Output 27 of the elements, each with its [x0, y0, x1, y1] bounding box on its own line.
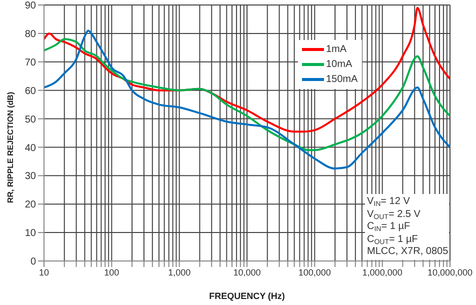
annotation: MLCC, X7R, 0805: [367, 246, 448, 258]
y-tick-label: 0: [30, 256, 36, 268]
annotation: V$_{IN}$= 12 V: [367, 196, 411, 208]
annotation: C$_{IN}$= 1 µF: [367, 221, 412, 234]
annotation: C$_{OUT}$= 1 µF: [367, 234, 419, 246]
y-tick-label: 60: [24, 86, 36, 97]
y-tick-label: 90: [24, 0, 36, 12]
y-axis-title: RR, RIPPLE REJECTION (dB): [6, 92, 15, 203]
legend-label: 1mA: [326, 43, 347, 57]
x-tick-label: 10,000: [233, 267, 261, 278]
x-tick-label: 100: [104, 267, 120, 278]
legend-label: 150mA: [326, 73, 358, 87]
x-tick-label: 1,000,000: [362, 267, 402, 278]
y-tick-label: 20: [24, 200, 36, 211]
legend-label: 10mA: [326, 58, 352, 72]
y-tick-label: 80: [24, 28, 36, 40]
x-tick-label: 100,000: [298, 267, 331, 278]
x-axis-title: FREQUENCY (Hz): [209, 291, 285, 301]
x-tick-label: 1,000: [168, 267, 191, 278]
y-tick-label: 50: [24, 114, 36, 126]
y-tick-label: 70: [24, 57, 36, 68]
x-tick-label: 10: [38, 267, 50, 278]
y-tick-label: 10: [24, 228, 36, 240]
x-tick-label: 10,000,000: [427, 267, 473, 278]
y-tick-label: 30: [24, 171, 36, 182]
y-tick-label: 40: [24, 142, 36, 154]
annotation: V$_{OUT}$= 2.5 V: [367, 208, 422, 221]
